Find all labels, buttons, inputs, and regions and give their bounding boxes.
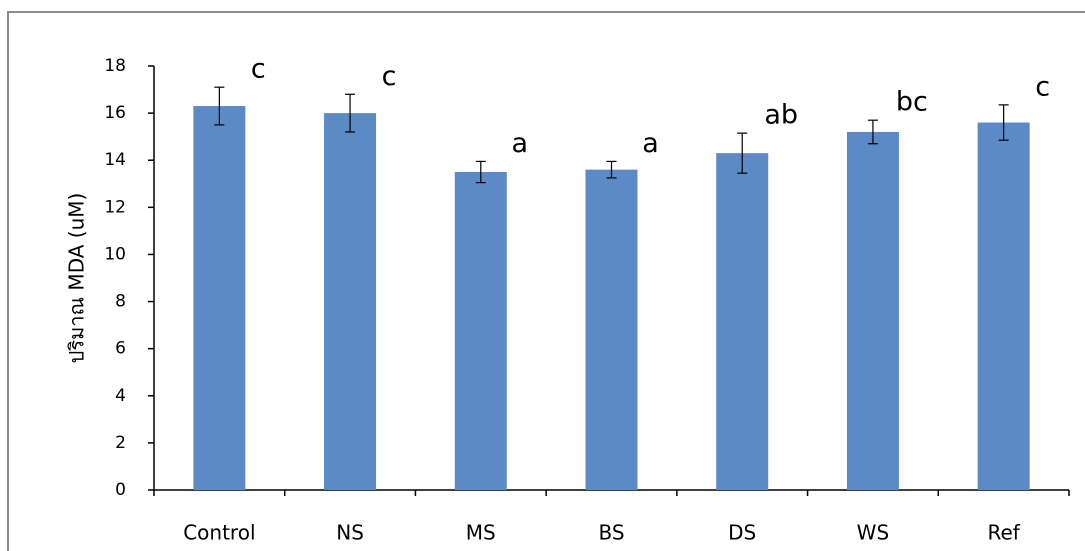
x-tick-label: BS bbox=[598, 521, 624, 545]
x-tick-label: DS bbox=[728, 521, 756, 545]
bar bbox=[847, 132, 899, 490]
y-tick-label: 6 bbox=[115, 339, 126, 359]
bar bbox=[324, 113, 376, 490]
annotation: c bbox=[1035, 71, 1050, 102]
bar bbox=[716, 153, 768, 490]
y-tick-label: 10 bbox=[104, 244, 126, 264]
bar bbox=[586, 170, 638, 490]
bar bbox=[455, 172, 507, 490]
bar bbox=[978, 123, 1030, 490]
y-tick-label: 0 bbox=[115, 480, 126, 500]
y-tick-label: 2 bbox=[115, 433, 126, 453]
y-tick-label: 18 bbox=[104, 56, 126, 76]
y-tick-label: 12 bbox=[104, 197, 126, 217]
annotation: a bbox=[512, 128, 529, 159]
x-tick-label: NS bbox=[336, 521, 364, 545]
x-tick-label: Control bbox=[183, 521, 255, 545]
chart: ปริมาณ MDA (uM) 0 2 4 6 8 10 12 14 16 18 Control c N… bbox=[0, 0, 1085, 551]
annotation: bc bbox=[896, 87, 928, 118]
y-tick-label: 4 bbox=[115, 386, 126, 406]
annotation: c bbox=[251, 54, 266, 85]
x-tick-label: Ref bbox=[987, 521, 1020, 545]
y-tick-label: 14 bbox=[104, 150, 126, 170]
annotation: ab bbox=[764, 100, 798, 131]
y-tick-label: 8 bbox=[115, 292, 126, 312]
bar bbox=[193, 106, 245, 490]
annotation: c bbox=[382, 61, 397, 92]
y-tick-label: 16 bbox=[104, 103, 126, 123]
y-axis-label: ปริมาณ MDA (uM) bbox=[65, 193, 89, 364]
x-tick-label: WS bbox=[857, 521, 889, 545]
x-tick-label: MS bbox=[466, 521, 496, 545]
annotation: a bbox=[642, 128, 659, 159]
